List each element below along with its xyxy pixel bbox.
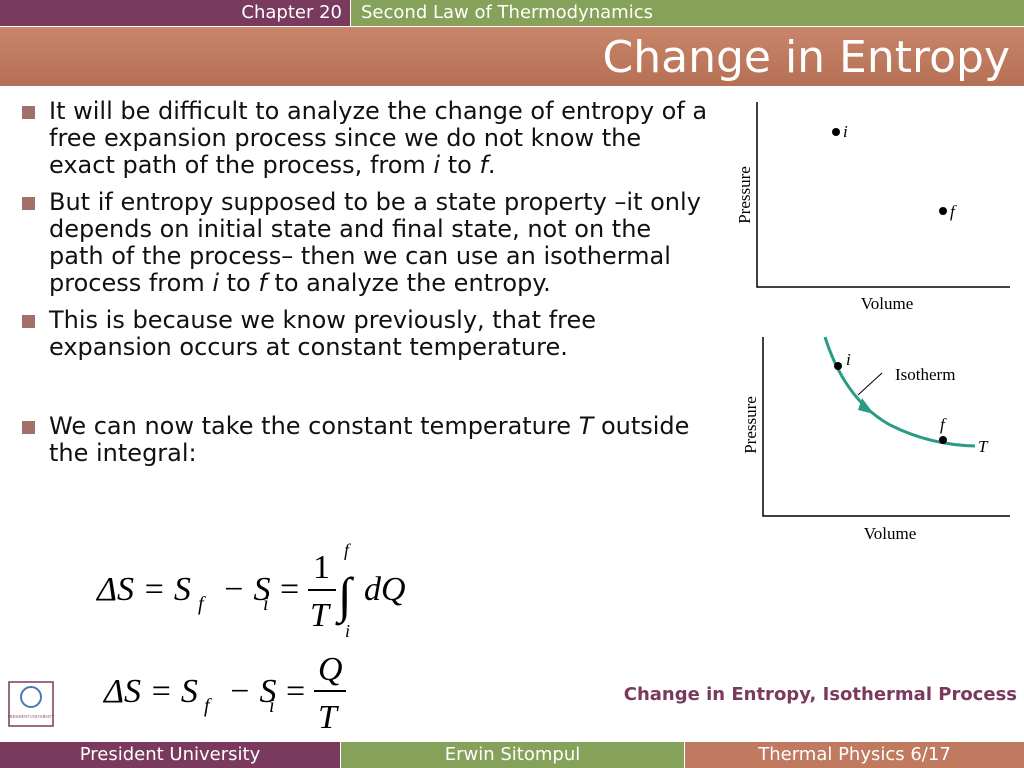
axis-label: Pressure <box>741 396 760 454</box>
equation-2: ΔS = S f − S i = Q T <box>102 651 346 736</box>
bullet-text: But if entropy supposed to be a state pr… <box>49 188 701 297</box>
footer-left: President University <box>0 742 340 768</box>
bullet: But if entropy supposed to be a state pr… <box>20 189 710 297</box>
bullet-text: to <box>440 151 480 179</box>
bullet: This is because we know previously, that… <box>20 307 710 361</box>
logo-frame <box>8 681 54 727</box>
bullet-text: . <box>487 151 496 179</box>
state-point <box>834 362 842 370</box>
curve-label: Isotherm <box>895 365 955 384</box>
bullet-text: f <box>479 151 488 179</box>
eq-text: i <box>345 621 350 641</box>
eq-text: Q <box>318 651 343 688</box>
eq-text: 1 <box>313 549 330 586</box>
bullet-list: It will be difficult to analyze the chan… <box>20 98 710 477</box>
axis-label: Volume <box>864 524 917 543</box>
axes <box>762 337 1010 517</box>
eq-text: T <box>310 597 331 634</box>
title: Change in Entropy <box>602 32 1011 83</box>
isotherm-curve <box>823 336 976 448</box>
chapter: Chapter 20 <box>241 2 342 23</box>
diagram-2: Pressure Volume i f Isotherm T <box>741 336 1010 543</box>
eq-text: i <box>263 593 269 615</box>
axes <box>756 102 1010 288</box>
footer-center: Erwin Sitompul <box>341 742 684 768</box>
eq-text: f <box>204 695 212 717</box>
direction-arrow <box>858 398 874 414</box>
equation-1: ΔS = S f − S i = 1 T ∫ f i dQ <box>95 540 406 641</box>
footer-right: Thermal Physics 6/17 <box>685 742 1024 768</box>
footer-text: Erwin Sitompul <box>444 744 581 765</box>
state-point <box>832 128 840 136</box>
subject: Second Law of Thermodynamics <box>361 2 653 23</box>
eq-text: ∫ <box>335 567 355 626</box>
bullet: We can now take the constant temperature… <box>20 413 710 467</box>
bullet: It will be difficult to analyze the chan… <box>20 98 710 179</box>
eq-text: = <box>280 571 299 608</box>
point-label: f <box>940 415 947 434</box>
bullet-text: f <box>258 269 267 297</box>
eq-text: f <box>198 593 206 615</box>
point-label: f <box>950 202 957 221</box>
bullet-text: We can now take the constant temperature <box>49 412 579 440</box>
bullet-text: to analyze the entropy. <box>266 269 551 297</box>
state-point <box>939 207 947 215</box>
eq-text: − S <box>228 673 276 710</box>
footer-text: President University <box>79 744 261 765</box>
eq-text: ΔS = S <box>95 571 191 608</box>
curve-label: T <box>978 437 989 456</box>
bullet-text: T <box>578 412 594 440</box>
state-point <box>939 436 947 444</box>
axis-label: Pressure <box>735 166 754 224</box>
side-note: Change in Entropy, Isothermal Process <box>623 684 1017 705</box>
title-band <box>0 27 1024 86</box>
logo-mark <box>20 686 42 708</box>
axis-label: Volume <box>861 294 914 313</box>
bullet-text: to <box>219 269 259 297</box>
footer-text: Thermal Physics 6/17 <box>758 744 951 765</box>
eq-text: f <box>344 540 352 560</box>
eq-text: i <box>269 695 275 717</box>
point-label: i <box>843 122 848 141</box>
eq-text: T <box>318 699 339 736</box>
bullet-text: i <box>212 269 220 297</box>
bullet-text: It will be difficult to analyze the chan… <box>49 97 708 179</box>
chapter-bar: Chapter 20 <box>0 0 350 26</box>
bullet-text: This is because we know previously, that… <box>49 306 596 361</box>
subject-bar: Second Law of Thermodynamics <box>351 0 1024 26</box>
eq-text: = <box>286 673 305 710</box>
eq-text: dQ <box>364 571 406 608</box>
diagram-1: Pressure Volume i f <box>735 102 1010 313</box>
bullet-text: i <box>433 151 441 179</box>
eq-text: ΔS = S <box>102 673 198 710</box>
leader-line <box>857 372 883 396</box>
logo: PRESIDENT UNIVERSITY <box>8 681 55 727</box>
logo-text: PRESIDENT UNIVERSITY <box>8 714 55 719</box>
bullet-text: outside the integral: <box>49 412 690 467</box>
eq-text: − S <box>222 571 270 608</box>
point-label: i <box>846 350 851 369</box>
